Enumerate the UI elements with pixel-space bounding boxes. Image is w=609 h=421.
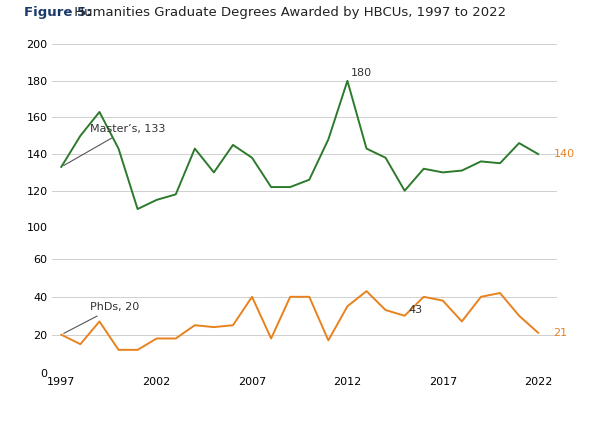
Text: 180: 180 <box>351 68 372 78</box>
Text: Master’s, 133: Master’s, 133 <box>64 124 165 165</box>
Text: 21: 21 <box>554 328 568 338</box>
Text: Figure 5:: Figure 5: <box>24 6 92 19</box>
Text: Humanities Graduate Degrees Awarded by HBCUs, 1997 to 2022: Humanities Graduate Degrees Awarded by H… <box>70 6 506 19</box>
Text: 140: 140 <box>554 149 574 159</box>
Text: 43: 43 <box>409 305 423 315</box>
Text: PhDs, 20: PhDs, 20 <box>64 302 139 333</box>
